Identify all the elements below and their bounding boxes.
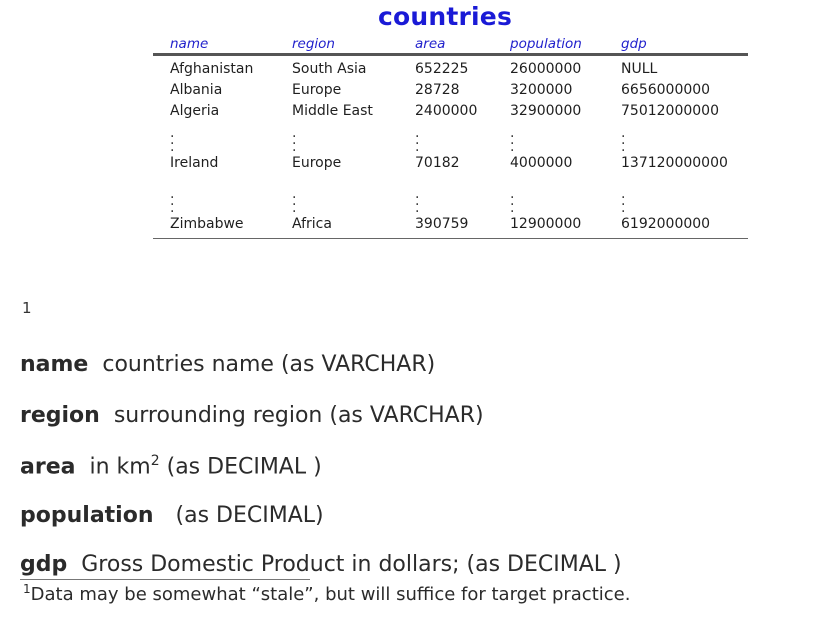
header-gdp: gdp: [621, 36, 647, 52]
vertical-ellipsis-icon: ...: [292, 125, 297, 155]
countries-table: name region area population gdp Afghanis…: [153, 36, 748, 239]
cell-area: 28728: [415, 82, 460, 98]
table-header: name region area population gdp: [153, 36, 748, 56]
definition-term: area: [20, 454, 76, 480]
cell-name: Afghanistan: [170, 61, 254, 77]
definition-text: in km: [89, 454, 151, 480]
footnote-number: 1: [23, 582, 31, 596]
vertical-ellipsis-icon: ...: [415, 125, 420, 155]
cell-gdp: NULL: [621, 61, 658, 77]
table-bottom-rule: [153, 238, 748, 239]
definition-term: gdp: [20, 552, 68, 577]
definition-text: countries name (as VARCHAR): [102, 352, 436, 377]
ellipsis-row: ... ... ... ... ...: [153, 175, 748, 216]
table-row: Afghanistan South Asia 652225 26000000 N…: [153, 59, 748, 80]
footnote-rule: [20, 579, 310, 580]
table-row: Albania Europe 28728 3200000 6656000000: [153, 80, 748, 101]
definition-area: area in km2 (as DECIMAL ): [20, 453, 322, 479]
definition-gdp: gdp Gross Domestic Product in dollars; (a…: [20, 552, 622, 577]
definition-population: population (as DECIMAL): [20, 503, 324, 528]
vertical-ellipsis-icon: ...: [415, 186, 420, 216]
definition-term: name: [20, 352, 89, 377]
cell-region: Middle East: [292, 103, 373, 119]
table-row: Ireland Europe 70182 4000000 13712000000…: [153, 153, 748, 175]
cell-name: Albania: [170, 82, 223, 98]
vertical-ellipsis-icon: ...: [170, 186, 175, 216]
cell-name: Ireland: [170, 155, 219, 171]
vertical-ellipsis-icon: ...: [510, 186, 515, 216]
definition-region: region surrounding region (as VARCHAR): [20, 403, 484, 428]
cell-gdp: 6192000000: [621, 216, 711, 232]
vertical-ellipsis-icon: ...: [621, 125, 626, 155]
definition-term: population: [20, 503, 154, 528]
cell-gdp: 137120000000: [621, 155, 728, 171]
cell-name: Algeria: [170, 103, 220, 119]
cell-area: 390759: [415, 216, 469, 232]
header-name: name: [170, 36, 209, 52]
cell-population: 32900000: [510, 103, 582, 119]
cell-population: 26000000: [510, 61, 582, 77]
definition-text: (as DECIMAL ): [159, 454, 322, 480]
cell-population: 3200000: [510, 82, 573, 98]
vertical-ellipsis-icon: ...: [510, 125, 515, 155]
definition-text: surrounding region (as VARCHAR): [113, 403, 484, 428]
cell-region: South Asia: [292, 61, 367, 77]
footnote-marker: 1: [22, 299, 32, 317]
cell-region: Europe: [292, 82, 342, 98]
cell-region: Africa: [292, 216, 332, 232]
vertical-ellipsis-icon: ...: [292, 186, 297, 216]
cell-population: 4000000: [510, 155, 573, 171]
cell-area: 70182: [415, 155, 460, 171]
definition-name: name countries name (as VARCHAR): [20, 352, 435, 377]
cell-area: 652225: [415, 61, 469, 77]
table-row: Zimbabwe Africa 390759 12900000 61920000…: [153, 214, 748, 236]
cell-area: 2400000: [415, 103, 478, 119]
cell-gdp: 75012000000: [621, 103, 719, 119]
vertical-ellipsis-icon: ...: [170, 125, 175, 155]
cell-name: Zimbabwe: [170, 216, 244, 232]
cell-region: Europe: [292, 155, 342, 171]
cell-population: 12900000: [510, 216, 582, 232]
vertical-ellipsis-icon: ...: [621, 186, 626, 216]
definition-text: (as DECIMAL): [175, 503, 324, 528]
definition-text: Gross Domestic Product in dollars; (as D…: [81, 552, 622, 577]
header-region: region: [292, 36, 335, 52]
footnote: 1Data may be somewhat “stale”, but will …: [23, 582, 630, 605]
footnote-text: Data may be somewhat “stale”, but will s…: [30, 584, 631, 605]
ellipsis-row: ... ... ... ... ...: [153, 122, 748, 155]
table-row: Algeria Middle East 2400000 32900000 750…: [153, 101, 748, 122]
header-population: population: [510, 36, 582, 52]
table-title: countries: [377, 2, 513, 31]
definition-term: region: [20, 403, 100, 428]
superscript: 2: [150, 453, 160, 469]
cell-gdp: 6656000000: [621, 82, 711, 98]
header-area: area: [415, 36, 446, 52]
